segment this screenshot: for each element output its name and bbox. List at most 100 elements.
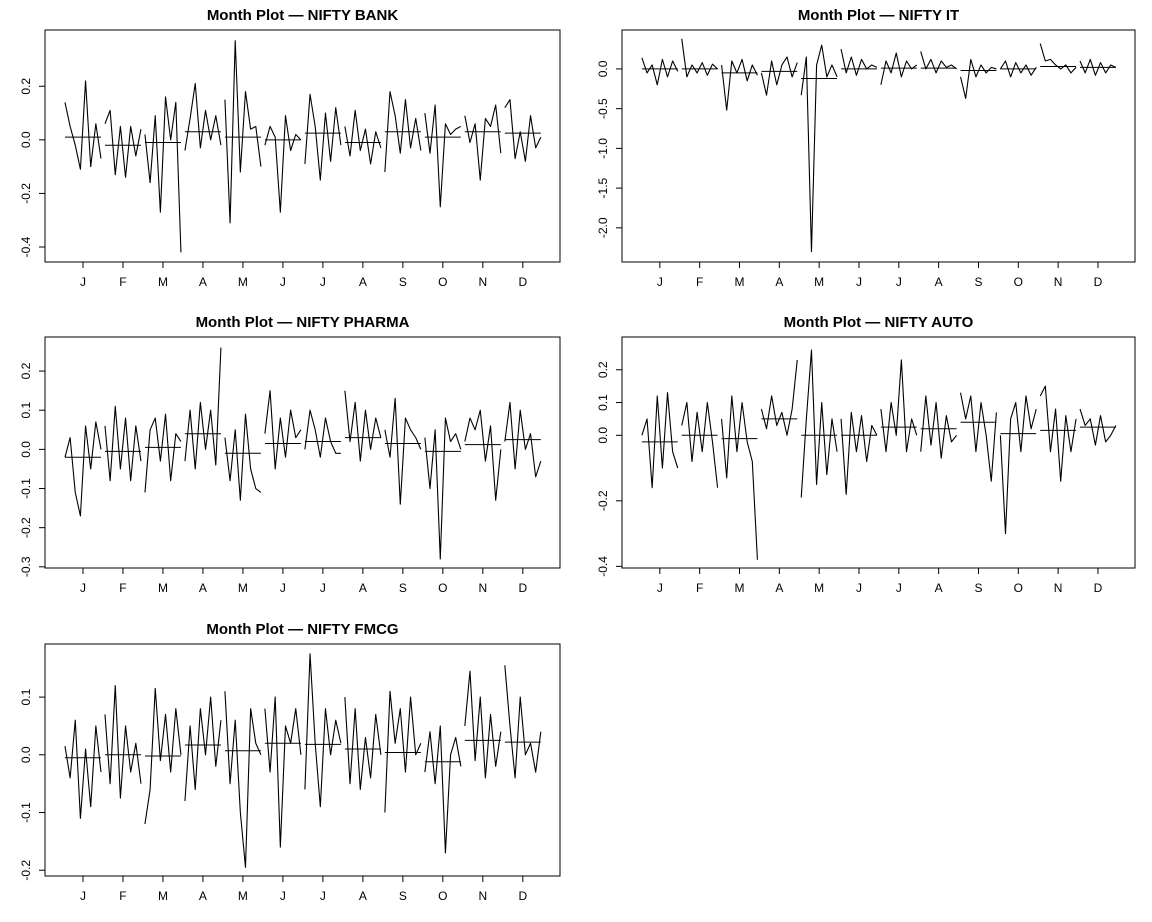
x-tick-label: A — [935, 581, 943, 595]
x-tick-label: M — [158, 581, 168, 595]
x-tick-label: M — [158, 275, 168, 289]
x-tick-label: J — [856, 275, 862, 289]
y-tick-label: 0.1 — [19, 402, 33, 419]
y-tick-label: -0.1 — [19, 802, 33, 823]
x-tick-label: F — [119, 889, 126, 903]
month-series — [464, 670, 502, 779]
x-tick-label: A — [199, 889, 207, 903]
month-series — [424, 417, 462, 560]
month-series — [641, 57, 679, 86]
x-tick-label: O — [1014, 581, 1023, 595]
x-tick-label: J — [320, 581, 326, 595]
x-tick-label: A — [359, 889, 367, 903]
y-tick-label: 0.1 — [596, 394, 610, 411]
month-series — [681, 401, 719, 488]
x-tick-label: N — [478, 889, 487, 903]
x-tick-label: J — [856, 581, 862, 595]
month-series — [304, 409, 341, 458]
x-tick-label: J — [896, 581, 902, 595]
y-tick-label: 0.2 — [19, 78, 33, 95]
plot-box — [621, 29, 1136, 263]
x-tick-label: J — [80, 275, 86, 289]
x-tick-label: M — [814, 581, 824, 595]
x-tick-label: S — [974, 581, 982, 595]
month-series — [721, 395, 758, 560]
y-tick-label: -0.1 — [19, 478, 33, 499]
x-tick-label: J — [80, 581, 86, 595]
x-tick-label: J — [657, 581, 663, 595]
month-series — [64, 719, 102, 819]
x-tick-label: A — [359, 581, 367, 595]
x-tick-label: N — [1054, 275, 1063, 289]
month-series — [960, 392, 997, 482]
chart-title: Month Plot — NIFTY BANK — [207, 7, 399, 24]
month-series — [104, 405, 142, 482]
y-tick-label: -0.4 — [19, 236, 33, 257]
x-tick-label: D — [518, 581, 527, 595]
month-series — [184, 347, 222, 470]
y-tick-label: -0.4 — [596, 556, 610, 577]
x-tick-label: J — [320, 275, 326, 289]
x-tick-label: M — [814, 275, 824, 289]
month-series — [344, 697, 382, 790]
x-tick-label: S — [399, 275, 407, 289]
x-tick-label: S — [974, 275, 982, 289]
month-series — [184, 83, 222, 151]
x-tick-label: D — [1094, 275, 1103, 289]
x-tick-label: F — [119, 275, 126, 289]
month-series — [999, 395, 1037, 535]
x-tick-label: M — [238, 275, 248, 289]
x-tick-label: A — [935, 275, 943, 289]
month-series — [144, 687, 182, 825]
month-series — [840, 411, 878, 495]
x-tick-label: D — [518, 275, 527, 289]
y-tick-label: 0.1 — [19, 688, 33, 705]
month-series — [999, 60, 1037, 78]
month-series — [920, 51, 957, 74]
x-tick-label: M — [238, 889, 248, 903]
month-series — [1039, 385, 1077, 482]
x-tick-label: D — [1094, 581, 1103, 595]
month-series — [384, 397, 422, 505]
month-series — [264, 115, 302, 213]
month-series — [144, 96, 182, 253]
month-series — [504, 665, 542, 779]
x-tick-label: O — [438, 275, 447, 289]
y-tick-label: -0.5 — [596, 98, 610, 119]
x-tick-label: F — [696, 581, 703, 595]
x-tick-label: J — [280, 889, 286, 903]
x-tick-label: O — [1014, 275, 1023, 289]
y-tick-label: -0.3 — [19, 556, 33, 577]
plot-box — [44, 643, 561, 877]
y-tick-label: 0.0 — [19, 441, 33, 458]
month-series — [641, 392, 679, 489]
y-tick-label: -1.5 — [596, 177, 610, 198]
x-tick-label: O — [438, 889, 447, 903]
x-tick-label: A — [359, 275, 367, 289]
x-tick-label: M — [734, 275, 744, 289]
month-series — [304, 653, 342, 808]
y-tick-label: -0.2 — [19, 517, 33, 538]
month-series — [1039, 43, 1077, 74]
x-tick-label: D — [518, 889, 527, 903]
chart-title: Month Plot — NIFTY FMCG — [206, 621, 398, 638]
x-tick-label: M — [158, 889, 168, 903]
month-series — [504, 99, 542, 162]
month-series — [104, 685, 142, 799]
month-series — [224, 40, 262, 224]
x-tick-label: A — [199, 581, 207, 595]
y-tick-label: 0.0 — [596, 60, 610, 77]
chart-title: Month Plot — NIFTY IT — [798, 7, 959, 24]
month-series — [504, 401, 542, 478]
month-series — [760, 56, 798, 96]
month-series — [144, 413, 182, 493]
y-tick-label: -2.0 — [596, 217, 610, 238]
month-series — [64, 80, 102, 170]
month-series — [1079, 58, 1117, 76]
month-series — [424, 104, 462, 208]
x-tick-label: M — [734, 581, 744, 595]
x-tick-label: S — [399, 889, 407, 903]
month-series — [304, 93, 342, 181]
